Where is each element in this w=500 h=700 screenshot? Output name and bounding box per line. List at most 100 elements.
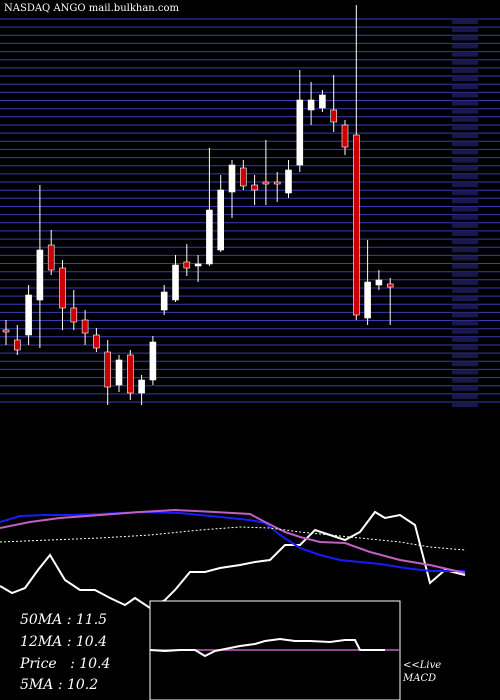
stat-value: : 10.4	[61, 656, 111, 672]
candle-body	[352, 134, 360, 316]
candle	[307, 82, 315, 125]
candle-body	[386, 283, 394, 288]
price-tick-label	[452, 377, 478, 383]
macd-line	[149, 637, 385, 658]
candle-body	[70, 307, 78, 323]
candle	[183, 244, 191, 276]
stat-label: 12MA	[20, 634, 63, 650]
candle	[228, 160, 236, 218]
price-tick-label	[452, 255, 478, 261]
candle	[251, 175, 258, 205]
candle-body	[160, 291, 168, 311]
candlestick-series	[2, 5, 394, 405]
price-tick-label	[452, 361, 478, 367]
price-tick-label	[452, 125, 478, 130]
candle-body	[104, 351, 111, 388]
candle	[217, 175, 224, 252]
candle	[104, 340, 111, 405]
candle-body	[251, 184, 258, 191]
candle-body	[25, 294, 32, 336]
candle	[14, 325, 21, 355]
candle-body	[285, 169, 292, 194]
candle-body	[14, 339, 21, 351]
candle-body	[172, 264, 179, 301]
ma-line-5ma	[0, 510, 466, 610]
candle-body	[115, 359, 123, 386]
price-tick-label	[452, 157, 478, 163]
candle-body	[127, 354, 134, 394]
stat-value: : 10.2	[57, 677, 99, 693]
stat-label: 5MA	[20, 677, 54, 693]
price-tick-label	[452, 287, 478, 293]
price-tick-label	[452, 92, 478, 98]
price-tick-label	[452, 84, 478, 90]
candle	[194, 255, 202, 282]
price-tick-label	[452, 230, 478, 236]
price-tick-label	[452, 173, 478, 179]
candle-body	[341, 124, 349, 148]
candle	[330, 75, 338, 132]
candle-body	[2, 329, 10, 333]
candle	[47, 230, 55, 275]
candle	[386, 278, 394, 325]
price-tick-label	[452, 304, 478, 310]
price-tick-label	[452, 271, 478, 277]
price-tick-label	[452, 100, 478, 106]
price-tick-label	[452, 385, 478, 391]
macd-live-label: <<Live	[403, 660, 442, 671]
candle	[36, 185, 44, 348]
candle	[240, 160, 247, 190]
candle	[160, 285, 168, 315]
price-tick-label	[452, 190, 478, 196]
moving-average-panel	[0, 508, 466, 610]
price-tick-label	[452, 263, 478, 269]
candle-body	[273, 181, 281, 185]
price-tick-label	[452, 133, 478, 139]
candle	[375, 270, 383, 290]
candle	[206, 148, 213, 266]
price-tick-label	[452, 336, 478, 342]
price-tick-label	[452, 182, 478, 187]
price-tick-label	[452, 59, 478, 65]
candle	[273, 172, 281, 202]
ma-line-100ma	[0, 526, 466, 551]
candle-body	[319, 94, 326, 109]
stat-price: Price : 10.4	[20, 656, 110, 672]
candle	[59, 260, 66, 330]
price-tick-label	[452, 345, 478, 350]
candle	[172, 255, 179, 302]
price-tick-label	[452, 328, 478, 334]
candle	[149, 336, 157, 385]
candle	[81, 310, 89, 345]
price-tick-label	[452, 279, 478, 285]
candle	[352, 5, 360, 320]
candle-body	[59, 267, 66, 309]
candle-body	[240, 167, 247, 187]
price-tick-label	[452, 27, 478, 33]
candle	[25, 285, 32, 345]
candle-body	[307, 99, 315, 111]
candle-body	[296, 99, 304, 166]
stat-label: 50MA	[20, 612, 63, 628]
macd-panel	[149, 600, 401, 700]
candle-body	[228, 164, 236, 193]
candle-body	[93, 334, 100, 349]
candle	[127, 350, 134, 400]
candle-body	[262, 181, 270, 185]
stat-label: Price	[20, 656, 57, 672]
candle-body	[36, 249, 44, 301]
price-tick-label	[452, 296, 478, 302]
candle	[319, 90, 326, 112]
stat-50ma: 50MA : 11.5	[20, 612, 107, 628]
candle	[138, 375, 145, 405]
stat-12ma: 12MA : 10.4	[20, 634, 107, 650]
price-tick-label	[452, 35, 478, 41]
price-tick-label	[452, 141, 478, 147]
price-tick-label	[452, 165, 478, 171]
price-tick-label	[452, 369, 478, 375]
candle	[93, 328, 100, 352]
stat-value: : 10.4	[66, 634, 108, 650]
candle-body	[330, 109, 338, 123]
candle	[341, 120, 349, 155]
